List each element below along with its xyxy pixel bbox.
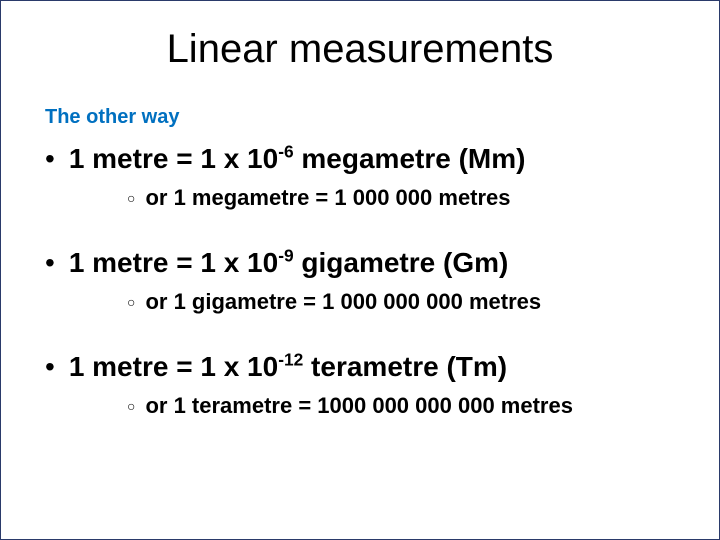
- bullet-item: • 1 metre = 1 x 10-6 megametre (Mm): [45, 143, 675, 175]
- bullet-text: 1 metre = 1 x 10-6 megametre (Mm): [69, 143, 526, 175]
- bullet-sup: -6: [278, 142, 293, 162]
- bullet-post: megametre (Mm): [294, 143, 526, 174]
- sub-bullet-icon: ○: [127, 295, 135, 309]
- bullet-post: terametre (Tm): [303, 351, 507, 382]
- slide-container: Linear measurements The other way • 1 me…: [0, 0, 720, 540]
- sub-item: ○ or 1 megametre = 1 000 000 metres: [127, 185, 675, 211]
- sub-bullet-icon: ○: [127, 399, 135, 413]
- slide-subtitle: The other way: [45, 106, 675, 129]
- bullet-icon: •: [45, 249, 55, 277]
- bullet-post: gigametre (Gm): [294, 247, 509, 278]
- bullet-pre: 1 metre = 1 x 10: [69, 351, 278, 382]
- sub-item: ○ or 1 terametre = 1000 000 000 000 metr…: [127, 393, 675, 419]
- sub-item: ○ or 1 gigametre = 1 000 000 000 metres: [127, 289, 675, 315]
- slide-title: Linear measurements: [45, 27, 675, 72]
- bullet-sup: -9: [278, 246, 293, 266]
- sub-text: or 1 gigametre = 1 000 000 000 metres: [145, 289, 541, 315]
- bullet-pre: 1 metre = 1 x 10: [69, 143, 278, 174]
- sub-bullet-icon: ○: [127, 191, 135, 205]
- bullet-icon: •: [45, 353, 55, 381]
- bullet-text: 1 metre = 1 x 10-9 gigametre (Gm): [69, 247, 509, 279]
- bullet-pre: 1 metre = 1 x 10: [69, 247, 278, 278]
- bullet-text: 1 metre = 1 x 10-12 terametre (Tm): [69, 351, 507, 383]
- sub-text: or 1 megametre = 1 000 000 metres: [145, 185, 510, 211]
- bullet-icon: •: [45, 145, 55, 173]
- bullet-item: • 1 metre = 1 x 10-12 terametre (Tm): [45, 351, 675, 383]
- bullet-sup: -12: [278, 350, 303, 370]
- sub-text: or 1 terametre = 1000 000 000 000 metres: [145, 393, 572, 419]
- bullet-item: • 1 metre = 1 x 10-9 gigametre (Gm): [45, 247, 675, 279]
